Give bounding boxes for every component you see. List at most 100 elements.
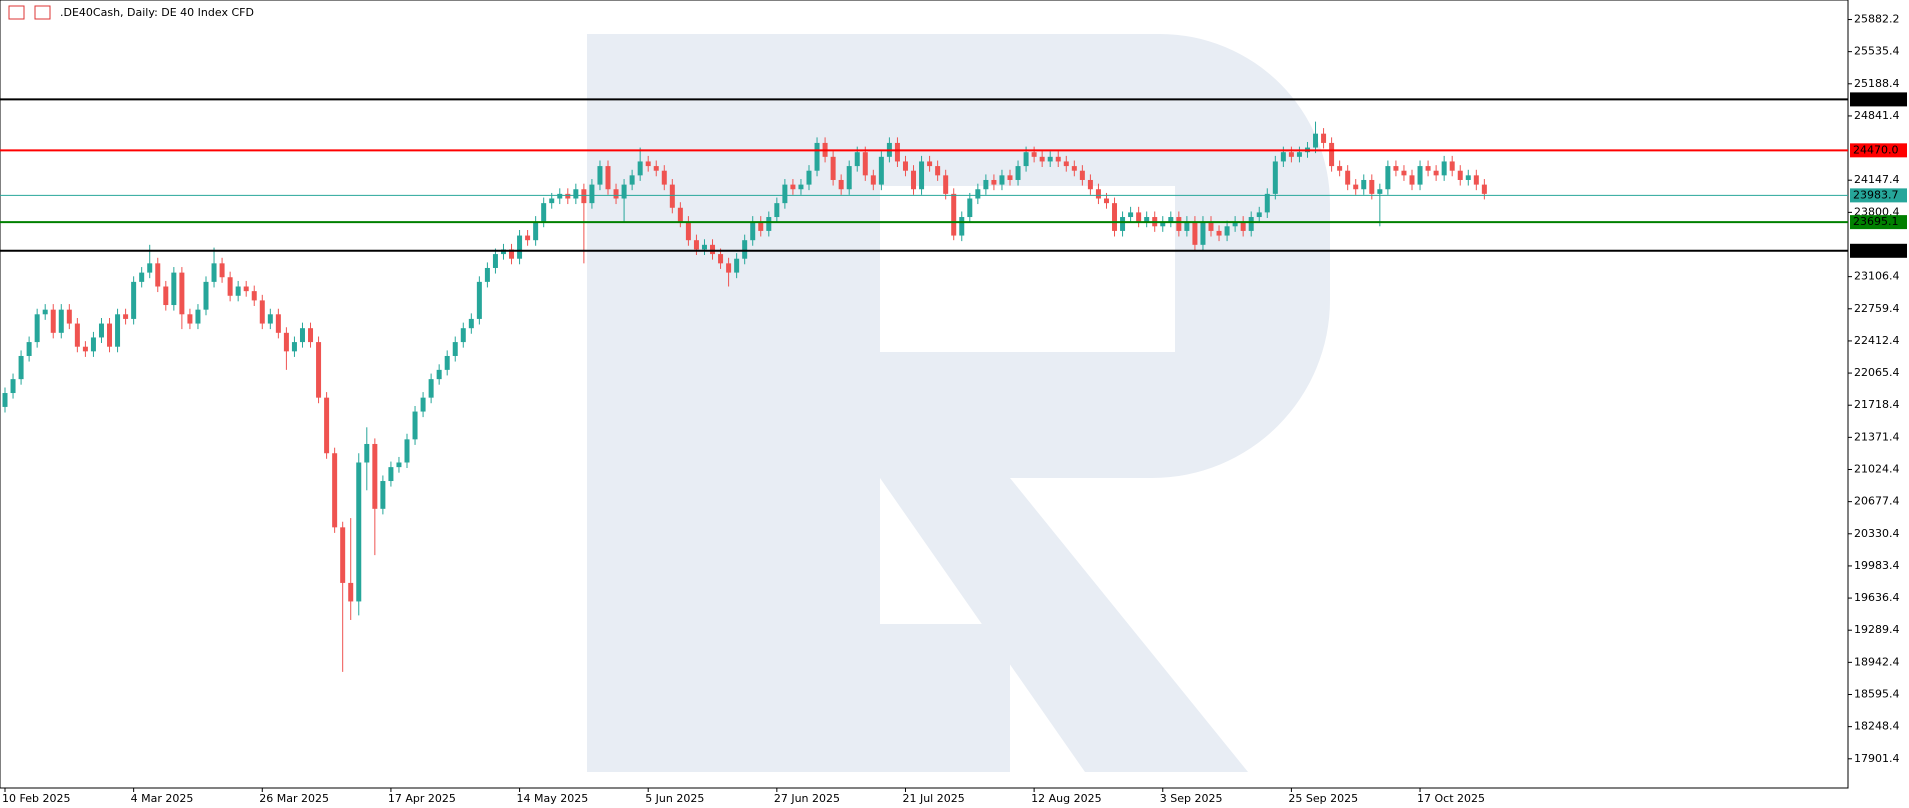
- candle-body: [1369, 179, 1375, 194]
- candle-body: [557, 193, 563, 199]
- candle-body: [718, 254, 724, 264]
- candle-body: [195, 309, 201, 324]
- candle-body: [669, 184, 675, 208]
- candle-body: [364, 443, 370, 463]
- y-tick-label: 18248.4: [1854, 720, 1900, 733]
- candle-body: [227, 277, 233, 296]
- candle-body: [1296, 152, 1302, 157]
- candle-body: [324, 397, 330, 454]
- candle-body: [1280, 152, 1286, 162]
- candle-body: [1473, 175, 1479, 185]
- candle-body: [975, 189, 981, 199]
- candle-body: [90, 337, 96, 352]
- candle-body: [1136, 212, 1142, 222]
- candle-body: [308, 328, 314, 343]
- candle-body: [10, 379, 16, 394]
- y-tick-label: 19983.4: [1854, 559, 1900, 572]
- level-label-box: [1850, 215, 1907, 230]
- x-tick-label: 17 Oct 2025: [1417, 792, 1485, 805]
- candle-body: [171, 272, 177, 306]
- candle-body: [18, 355, 24, 380]
- candle-body: [1112, 203, 1118, 231]
- candle-body: [1192, 221, 1198, 245]
- x-tick-label: 10 Feb 2025: [2, 792, 70, 805]
- candle-body: [565, 193, 571, 199]
- candle-body: [525, 235, 531, 241]
- candle-body: [291, 342, 297, 352]
- candle-body: [1031, 152, 1037, 157]
- candle-body: [1224, 226, 1230, 236]
- candle-body: [2, 393, 8, 407]
- candle-body: [726, 263, 732, 273]
- candle-body: [1481, 184, 1487, 194]
- candle-body: [693, 240, 699, 250]
- y-tick-label: 21718.4: [1854, 398, 1900, 411]
- candle-body: [1321, 133, 1327, 143]
- level-label-box: [1850, 243, 1907, 258]
- candle-body: [935, 166, 941, 176]
- y-tick-label: 18942.4: [1854, 655, 1900, 668]
- candle-body: [1200, 221, 1206, 245]
- candle-body: [862, 152, 868, 176]
- candle-body: [452, 342, 458, 356]
- candle-body: [894, 142, 900, 162]
- candle-body: [685, 221, 691, 241]
- candle-body: [991, 179, 997, 185]
- candle-body: [1007, 175, 1013, 180]
- candle-body: [710, 244, 716, 255]
- icon: [34, 5, 51, 20]
- candle-body: [613, 189, 619, 199]
- candle-body: [74, 323, 80, 347]
- watermark: [587, 34, 1330, 772]
- x-tick-label: 26 Mar 2025: [259, 792, 329, 805]
- candle-body: [533, 221, 539, 241]
- candle-body: [1264, 193, 1270, 213]
- icon: [8, 5, 25, 20]
- y-tick-label: 25188.4: [1854, 77, 1900, 90]
- candle-body: [1393, 166, 1399, 171]
- candle-body: [1216, 230, 1222, 236]
- candle-body: [517, 235, 523, 259]
- candle-body: [902, 161, 908, 171]
- candle-body: [1055, 156, 1061, 162]
- candle-body: [115, 314, 121, 347]
- candle-body: [283, 332, 289, 352]
- y-tick-label: 23800.4: [1854, 205, 1900, 218]
- candle-body: [476, 281, 482, 319]
- candle-body: [838, 179, 844, 190]
- candle-body: [1128, 212, 1134, 218]
- candle-body: [139, 272, 145, 282]
- candle-body: [388, 467, 394, 482]
- candle-body: [1168, 217, 1174, 222]
- candle-body: [830, 156, 836, 180]
- candle-body: [967, 198, 973, 218]
- candle-body: [460, 328, 466, 343]
- candle-body: [235, 286, 241, 296]
- candle-body: [1103, 198, 1109, 204]
- candle-body: [951, 193, 957, 236]
- candle-body: [1457, 170, 1463, 180]
- candle-body: [911, 170, 917, 190]
- candle-body: [50, 309, 56, 333]
- candle-body: [1176, 217, 1182, 231]
- candle-body: [163, 286, 169, 306]
- candle-body: [1144, 217, 1150, 222]
- candle-body: [1079, 170, 1085, 180]
- candle-body: [155, 263, 161, 287]
- candle-body: [211, 263, 217, 282]
- candle-body: [1433, 170, 1439, 176]
- candle-body: [1087, 179, 1093, 190]
- candle-body: [1071, 166, 1077, 171]
- candle-body: [1160, 221, 1166, 227]
- candle-body: [1417, 166, 1423, 185]
- y-tick-label: 21024.4: [1854, 463, 1900, 476]
- candle-body: [1039, 156, 1045, 162]
- candle-body: [790, 184, 796, 190]
- candle-body: [1345, 170, 1351, 185]
- candle-body: [959, 217, 965, 236]
- candle-body: [34, 314, 40, 343]
- candle-body: [1272, 161, 1278, 194]
- candle-body: [1441, 161, 1447, 176]
